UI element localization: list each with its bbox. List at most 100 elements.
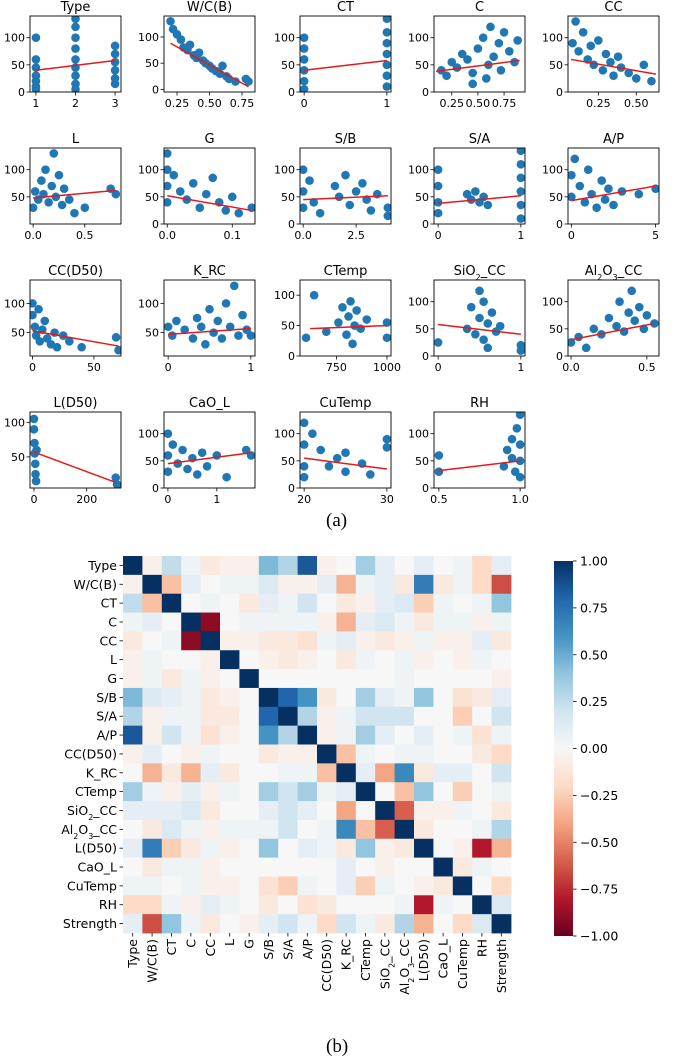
- heatmap-cell: [161, 556, 182, 576]
- heatmap-cell: [142, 650, 163, 670]
- scatter-point: [481, 74, 491, 83]
- scatter-point: [434, 165, 443, 175]
- scatter-point: [452, 63, 462, 72]
- subplot-title: SiO2_CC: [454, 264, 506, 282]
- heatmap-cell: [491, 857, 512, 877]
- heatmap-cell: [297, 914, 318, 934]
- subplot-ct: CT 0 1 0 50 100: [274, 0, 392, 110]
- heatmap-cell: [394, 574, 415, 595]
- heatmap-cell: [161, 744, 182, 764]
- heatmap-cell: [220, 631, 240, 651]
- heatmap-cell: [181, 876, 201, 896]
- subplot-title: CC: [604, 0, 622, 15]
- axes-frame: [163, 411, 256, 489]
- heatmap-cell: [414, 556, 434, 576]
- subplot-cc: CC 0.25 0.50 0 50 100: [542, 0, 660, 110]
- scatter-point: [300, 472, 309, 482]
- heatmap-cell: [336, 706, 357, 727]
- scatter-point: [300, 440, 309, 449]
- heatmap-cell: [336, 744, 357, 764]
- heatmap-cell: [297, 612, 318, 632]
- heatmap-cell: [220, 819, 240, 840]
- heatmap-cell: [336, 725, 357, 745]
- scatter-point: [308, 429, 317, 439]
- heatmap-cell: [239, 669, 260, 689]
- heatmap-cell: [414, 876, 434, 896]
- heatmap-cell: [181, 819, 201, 840]
- y-tick-label: 100: [542, 32, 563, 45]
- scatter-point: [110, 65, 120, 75]
- scatter-point: [225, 322, 235, 332]
- heatmap-cell: [394, 857, 415, 877]
- heatmap-cell: [317, 763, 337, 783]
- scatter-point: [463, 55, 472, 64]
- x-tick-label: 0.0: [24, 229, 42, 242]
- heatmap-cell: [452, 782, 473, 802]
- scatter-point: [238, 310, 247, 320]
- y-tick-label: 50: [11, 191, 25, 204]
- heatmap-cell: [472, 687, 492, 708]
- heatmap-cell: [375, 744, 395, 764]
- y-tick-label: 50: [415, 323, 429, 336]
- scatter-point: [639, 60, 649, 70]
- x-tick-label: 30: [380, 493, 394, 506]
- heatmap-cell: [452, 669, 473, 689]
- axes-frame: [299, 15, 392, 93]
- heatmap-cell: [394, 914, 415, 934]
- colorbar-tick-label: −0.25: [580, 788, 618, 803]
- plot-area: [434, 286, 525, 355]
- heatmap-cell: [433, 857, 454, 877]
- x-tick-label: 0.0: [159, 229, 177, 242]
- heatmap-cell: [336, 593, 357, 613]
- heatmap-cell: [317, 687, 337, 708]
- scatter-point: [178, 445, 187, 455]
- scatter-point: [183, 464, 192, 474]
- x-tick-label: 200: [76, 493, 97, 506]
- heatmap-cell: [317, 593, 337, 613]
- heatmap-cell: [123, 914, 143, 934]
- scatter-point: [185, 40, 195, 50]
- scatter-point: [483, 319, 493, 328]
- heatmap-cell: [123, 593, 143, 613]
- x-tick-label: 750: [326, 361, 347, 374]
- heatmap-cell: [375, 801, 395, 821]
- scatter-point: [372, 189, 382, 199]
- heatmap-cell: [472, 914, 492, 934]
- x-tick-label: 0: [301, 97, 308, 110]
- scatter-point: [110, 41, 120, 51]
- heatmap-cell: [161, 895, 182, 915]
- x-tick-label: 1: [517, 229, 524, 242]
- row-label: L: [110, 652, 117, 667]
- subplot-title: G: [204, 132, 214, 147]
- heatmap-cell: [200, 631, 221, 651]
- scatter-point: [516, 200, 525, 210]
- col-label: SiO2_CC: [377, 939, 396, 989]
- heatmap-cell: [472, 782, 492, 802]
- x-tick-label: 1.0: [511, 493, 529, 506]
- scatter-point: [468, 79, 478, 89]
- subplot-title: CTemp: [324, 264, 368, 279]
- subplot-c: C 0.25 0.50 0.75 0 50 100: [408, 0, 526, 110]
- heatmap-cell: [375, 574, 395, 595]
- heatmap-cell: [258, 706, 279, 727]
- scatter-point: [213, 316, 223, 326]
- fit-line: [168, 327, 251, 336]
- y-tick-label: 50: [281, 455, 295, 468]
- scatter-point: [342, 330, 351, 340]
- scatter-point: [634, 189, 644, 199]
- heatmap-cell: [161, 574, 182, 595]
- scatter-point: [601, 49, 611, 59]
- heatmap-cell: [142, 763, 163, 783]
- row-label: S/B: [96, 690, 117, 705]
- heatmap-cell: [123, 763, 143, 783]
- heatmap-cell: [278, 819, 298, 840]
- heatmap-cell: [336, 782, 357, 802]
- heatmap-cell: [239, 857, 260, 877]
- scatter-point: [175, 187, 185, 196]
- scatter-point: [575, 181, 585, 191]
- y-tick-label: 0: [556, 218, 563, 231]
- heatmap-cell: [491, 687, 512, 708]
- heatmap-cell: [394, 687, 415, 708]
- scatter-point: [494, 38, 504, 48]
